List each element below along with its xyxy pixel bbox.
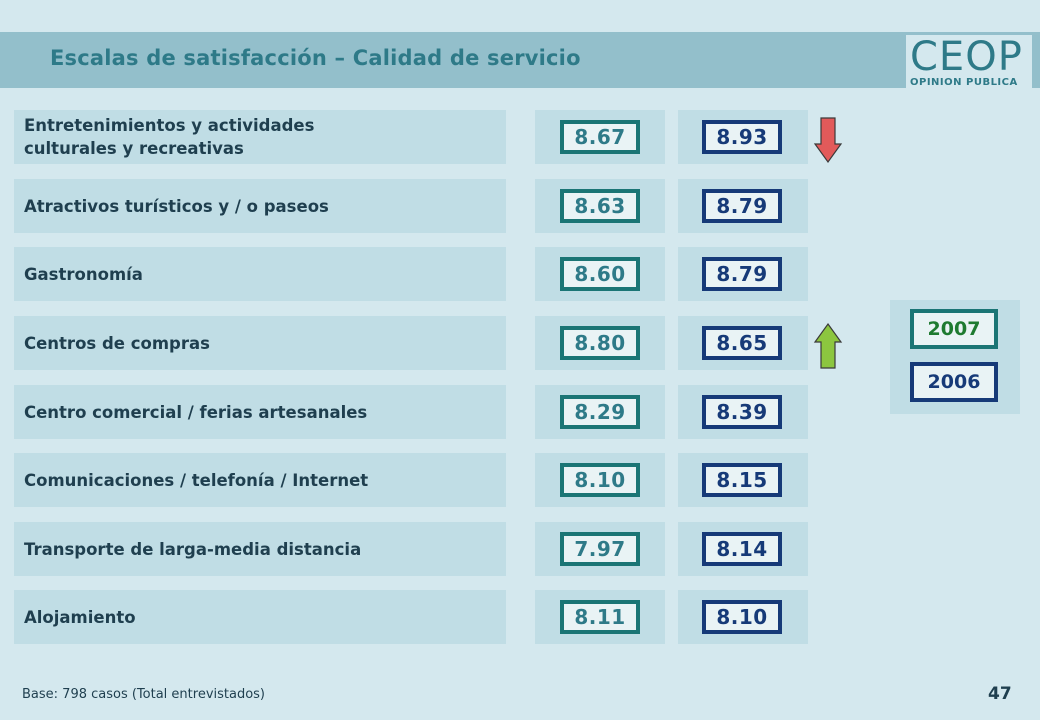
row-label: Gastronomía — [14, 247, 506, 301]
row-label: Comunicaciones / telefonía / Internet — [14, 453, 506, 507]
value-2007: 8.29 — [560, 395, 640, 429]
row-label: Transporte de larga-media distancia — [14, 522, 506, 576]
logo-subtext: OPINION PUBLICA — [910, 77, 1018, 88]
page-number: 47 — [988, 684, 1012, 704]
title-bar — [0, 32, 1040, 88]
value-2006: 8.39 — [702, 395, 782, 429]
ceop-logo: CEOP OPINION PUBLICA — [906, 35, 1032, 89]
down-arrow-icon — [813, 117, 843, 164]
page-title: Escalas de satisfacción – Calidad de ser… — [50, 46, 581, 70]
value-2006: 8.15 — [702, 463, 782, 497]
legend-2007: 2007 — [910, 309, 998, 349]
row-label: Alojamiento — [14, 590, 506, 644]
value-2006: 8.93 — [702, 120, 782, 154]
footnote: Base: 798 casos (Total entrevistados) — [22, 687, 266, 702]
value-2007: 8.80 — [560, 326, 640, 360]
row-label: Entretenimientos y actividades culturale… — [14, 110, 506, 164]
value-2007: 8.67 — [560, 120, 640, 154]
value-2007: 8.63 — [560, 189, 640, 223]
value-2006: 8.14 — [702, 532, 782, 566]
row-label: Atractivos turísticos y / o paseos — [14, 179, 506, 233]
logo-text: CEOP — [910, 34, 1023, 80]
value-2007: 8.10 — [560, 463, 640, 497]
legend-2006: 2006 — [910, 362, 998, 402]
value-2007: 7.97 — [560, 532, 640, 566]
row-label: Centro comercial / ferias artesanales — [14, 385, 506, 439]
value-2007: 8.60 — [560, 257, 640, 291]
value-2007: 8.11 — [560, 600, 640, 634]
value-2006: 8.10 — [702, 600, 782, 634]
up-arrow-icon — [813, 322, 843, 369]
value-2006: 8.79 — [702, 189, 782, 223]
value-2006: 8.65 — [702, 326, 782, 360]
row-label: Centros de compras — [14, 316, 506, 370]
value-2006: 8.79 — [702, 257, 782, 291]
